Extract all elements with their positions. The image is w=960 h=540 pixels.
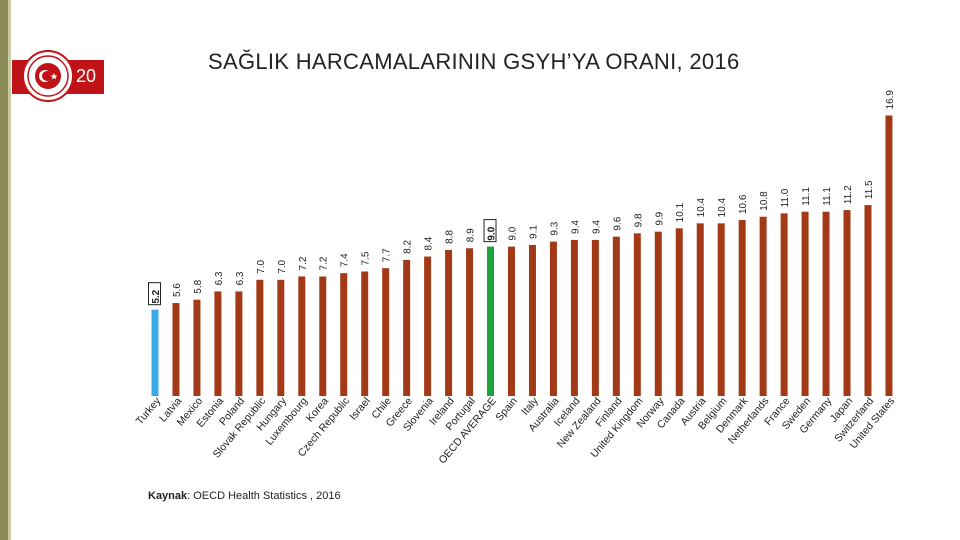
bar [822, 211, 830, 396]
value-label-box [148, 282, 161, 306]
bar [487, 246, 495, 396]
value-label: 7.0 [256, 259, 267, 273]
source-note: Kaynak: OECD Health Statistics , 2016 [148, 490, 341, 502]
value-label: 11.1 [801, 187, 812, 206]
value-label: 9.0 [487, 226, 498, 240]
bar [403, 259, 411, 396]
category-label: Turkey [134, 395, 164, 428]
bar [319, 276, 327, 396]
value-label: 11.2 [843, 185, 854, 204]
bar [864, 205, 872, 396]
bar [780, 213, 788, 396]
page-title: SAĞLIK HARCAMALARININ GSYH’YA ORANI, 201… [208, 49, 740, 74]
bar [549, 241, 557, 396]
bar [843, 210, 851, 396]
source-label: Kaynak [148, 490, 188, 502]
value-label: 7.7 [382, 248, 393, 262]
value-label: 8.2 [403, 240, 414, 254]
value-label: 11.5 [864, 180, 875, 199]
value-label: 7.5 [361, 251, 372, 265]
left-decor-stripe [0, 0, 8, 540]
bar [256, 279, 264, 396]
header-band [12, 53, 892, 101]
value-label: 9.1 [528, 225, 539, 239]
bar [172, 303, 180, 396]
value-label: 11.0 [780, 188, 791, 207]
bar [801, 211, 809, 396]
value-label: 5.6 [172, 283, 183, 297]
bar [633, 233, 641, 396]
value-label: 10.4 [717, 197, 728, 217]
bar [570, 239, 578, 396]
bar [528, 244, 536, 396]
value-label: 10.6 [738, 194, 749, 214]
bar [654, 231, 662, 396]
bar [424, 256, 432, 396]
category-label: Israel [347, 395, 373, 422]
value-label: 11.1 [822, 187, 833, 206]
value-label: 8.8 [445, 230, 456, 244]
value-label: 9.4 [570, 220, 581, 234]
left-decor-stripe-inner [8, 0, 11, 540]
bar [445, 249, 453, 396]
bar [885, 115, 893, 397]
value-label-box [483, 219, 497, 243]
ministry-seal-icon [22, 50, 74, 102]
bar [717, 223, 725, 396]
bar [361, 271, 369, 396]
bar [612, 236, 620, 396]
value-label: 10.4 [696, 197, 707, 217]
bar [738, 220, 746, 396]
value-label: 6.3 [235, 271, 246, 285]
page-number: 20 [76, 66, 97, 86]
value-label: 9.3 [549, 221, 560, 235]
value-label: 9.6 [612, 216, 623, 230]
value-label: 16.9 [885, 90, 896, 110]
value-label: 6.3 [214, 271, 225, 285]
bar [277, 279, 285, 396]
bar [193, 299, 201, 396]
value-label: 9.9 [654, 211, 665, 225]
value-label: 8.9 [466, 228, 477, 242]
value-label: 5.2 [151, 289, 162, 303]
bar [235, 291, 243, 396]
bar [151, 309, 159, 396]
bar [675, 228, 683, 396]
value-label: 5.8 [193, 279, 204, 293]
value-label: 7.4 [340, 253, 351, 267]
value-label: 9.8 [633, 213, 644, 227]
bar [214, 291, 222, 396]
bar [507, 246, 515, 396]
bar [591, 239, 599, 396]
value-label: 8.4 [424, 236, 435, 250]
value-label: 10.1 [675, 202, 686, 222]
bar [696, 223, 704, 396]
value-label: 7.0 [277, 259, 288, 273]
value-label: 9.4 [591, 220, 602, 234]
value-label: 7.2 [298, 256, 309, 270]
bar [759, 216, 767, 396]
bar [298, 276, 306, 396]
value-label: 7.2 [319, 256, 330, 270]
source-text: : OECD Health Statistics , 2016 [187, 490, 341, 502]
category-label: Spain [493, 395, 520, 423]
bar [340, 273, 348, 396]
bar [382, 268, 390, 396]
value-label: 9.0 [507, 226, 518, 240]
value-label: 10.8 [759, 191, 770, 211]
bar [466, 248, 474, 396]
